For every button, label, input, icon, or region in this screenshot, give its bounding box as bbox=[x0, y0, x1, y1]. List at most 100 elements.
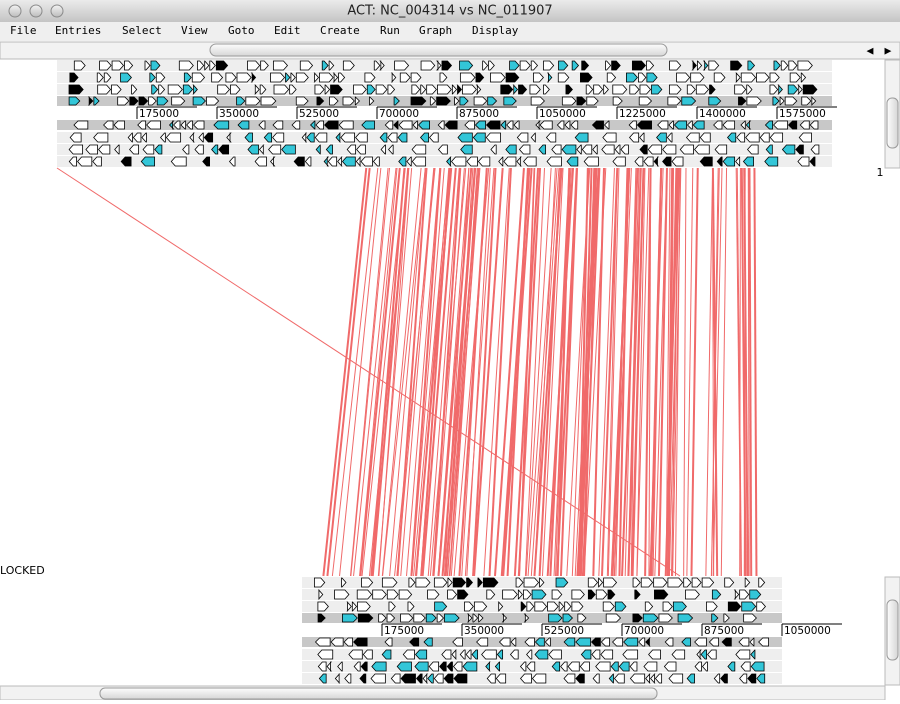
gene-feature bbox=[423, 637, 433, 647]
zoom-button[interactable] bbox=[50, 4, 64, 18]
gene-feature bbox=[667, 577, 684, 588]
gene-feature bbox=[648, 649, 661, 660]
gene-feature bbox=[765, 144, 773, 155]
menu-item[interactable]: Create bbox=[320, 24, 360, 37]
match-link bbox=[672, 167, 682, 577]
gene-feature bbox=[495, 673, 507, 684]
menu-item[interactable]: Display bbox=[472, 24, 519, 37]
menu-item[interactable]: File bbox=[10, 24, 37, 37]
gene-feature bbox=[730, 60, 743, 71]
gene-feature bbox=[315, 144, 321, 155]
gene-feature bbox=[638, 637, 646, 647]
close-button[interactable] bbox=[8, 4, 22, 18]
gene-feature bbox=[683, 577, 692, 588]
scroll-thumb[interactable] bbox=[209, 43, 668, 57]
gene-feature bbox=[653, 577, 668, 588]
gene-feature bbox=[711, 589, 722, 600]
gene-feature bbox=[581, 60, 590, 71]
gene-feature bbox=[587, 589, 596, 600]
gene-feature bbox=[654, 589, 669, 600]
match-link bbox=[525, 167, 552, 577]
gene-feature bbox=[570, 120, 579, 130]
gene-feature bbox=[85, 144, 98, 155]
score-label: 1 bbox=[877, 166, 884, 179]
match-link bbox=[740, 167, 747, 577]
scroll-thumb[interactable] bbox=[99, 687, 658, 700]
match-link bbox=[581, 167, 601, 577]
gene-feature bbox=[801, 96, 812, 106]
gene-feature bbox=[612, 84, 628, 95]
gene-feature bbox=[810, 144, 820, 155]
gene-feature bbox=[668, 120, 674, 130]
match-link bbox=[747, 167, 750, 577]
title-bar bbox=[0, 0, 900, 22]
menu-item[interactable]: Entries bbox=[55, 24, 101, 37]
gene-feature bbox=[787, 120, 798, 130]
gene-feature bbox=[711, 613, 719, 623]
gene-feature bbox=[384, 637, 393, 647]
gene-feature bbox=[142, 144, 155, 155]
gene-feature bbox=[446, 661, 453, 672]
gene-feature bbox=[543, 84, 550, 95]
vscroll-thumb[interactable] bbox=[886, 97, 899, 149]
gene-feature bbox=[666, 132, 673, 143]
gene-feature bbox=[477, 156, 491, 167]
gene-feature bbox=[517, 589, 523, 600]
gene-feature bbox=[437, 120, 445, 130]
menu-item[interactable]: Goto bbox=[228, 24, 255, 37]
gene-feature bbox=[73, 120, 89, 130]
gene-feature bbox=[546, 72, 553, 83]
match-link bbox=[339, 167, 382, 577]
match-link bbox=[578, 167, 589, 577]
gene-feature bbox=[459, 72, 476, 83]
gene-feature bbox=[600, 649, 614, 660]
gene-feature bbox=[667, 96, 682, 106]
gene-feature bbox=[313, 577, 326, 588]
gene-feature bbox=[799, 120, 810, 130]
menu-item[interactable]: Run bbox=[380, 24, 400, 37]
gene-feature bbox=[593, 84, 604, 95]
gene-feature bbox=[436, 96, 451, 106]
gene-feature bbox=[548, 613, 563, 623]
gene-feature bbox=[228, 156, 236, 167]
gene-feature bbox=[494, 661, 500, 672]
menu-item[interactable]: Select bbox=[122, 24, 162, 37]
gene-feature bbox=[178, 60, 194, 71]
gene-feature bbox=[452, 637, 463, 647]
gene-feature bbox=[398, 120, 413, 130]
gene-feature bbox=[372, 156, 380, 167]
gene-feature bbox=[314, 132, 328, 143]
gene-feature bbox=[638, 72, 647, 83]
gene-feature bbox=[317, 601, 329, 612]
scroll-left-arrow[interactable]: ◀ bbox=[867, 47, 874, 57]
gene-feature bbox=[551, 144, 562, 155]
gene-feature bbox=[610, 661, 619, 672]
menu-item[interactable]: Edit bbox=[274, 24, 301, 37]
match-link bbox=[631, 167, 645, 577]
gene-feature bbox=[454, 96, 460, 106]
gene-feature bbox=[590, 637, 601, 647]
gene-feature bbox=[668, 84, 682, 95]
gene-feature bbox=[427, 673, 434, 684]
gene-feature bbox=[117, 96, 130, 106]
gene-feature bbox=[340, 132, 355, 143]
gene-feature bbox=[225, 72, 237, 83]
gene-feature bbox=[685, 589, 700, 600]
gene-feature bbox=[523, 613, 530, 623]
gene-feature bbox=[317, 613, 326, 623]
gene-feature bbox=[313, 72, 320, 83]
gene-feature bbox=[459, 96, 469, 106]
menu-item[interactable]: Graph bbox=[419, 24, 452, 37]
vscroll-thumb[interactable] bbox=[886, 599, 899, 661]
menu-item[interactable]: View bbox=[181, 24, 208, 37]
ruler bbox=[57, 107, 832, 119]
gene-feature bbox=[472, 132, 486, 143]
scroll-right-arrow[interactable]: ▶ bbox=[885, 47, 892, 57]
gene-feature bbox=[415, 673, 423, 684]
gene-feature bbox=[381, 649, 392, 660]
gene-feature bbox=[699, 156, 713, 167]
minimize-button[interactable] bbox=[29, 4, 43, 18]
gene-feature bbox=[411, 144, 427, 155]
gene-feature bbox=[672, 601, 687, 612]
match-link bbox=[411, 167, 445, 577]
